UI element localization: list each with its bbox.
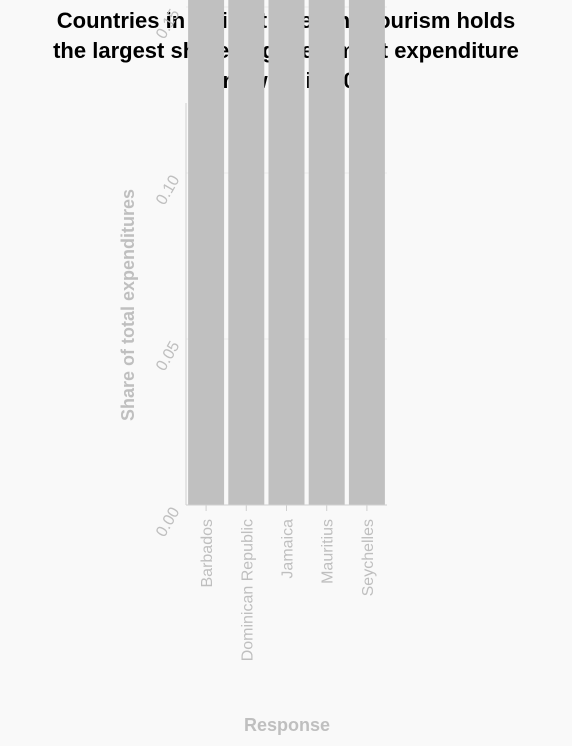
x-tick-label: Dominican Republic — [239, 519, 256, 661]
x-axis-title: Response — [244, 715, 330, 735]
x-tick-label: Mauritius — [320, 519, 337, 584]
bar — [268, 0, 305, 505]
y-tick-label: 0.00 — [153, 504, 183, 540]
bar — [308, 0, 345, 505]
y-tick-label: 0.05 — [153, 338, 183, 374]
x-tick-label: Barbados — [199, 519, 216, 588]
bars — [188, 0, 385, 506]
x-tick-label: Jamaica — [280, 519, 297, 579]
y-axis-title: Share of total expenditures — [118, 189, 138, 421]
x-tick-label: Seychelles — [360, 519, 377, 596]
bar — [188, 0, 225, 506]
axes: 0.000.050.100.150.20BarbadosDominican Re… — [153, 6, 387, 661]
y-tick-label: 0.10 — [153, 172, 183, 208]
bar — [348, 0, 385, 505]
y-tick-label: 0.15 — [153, 6, 183, 42]
bar — [228, 0, 265, 506]
